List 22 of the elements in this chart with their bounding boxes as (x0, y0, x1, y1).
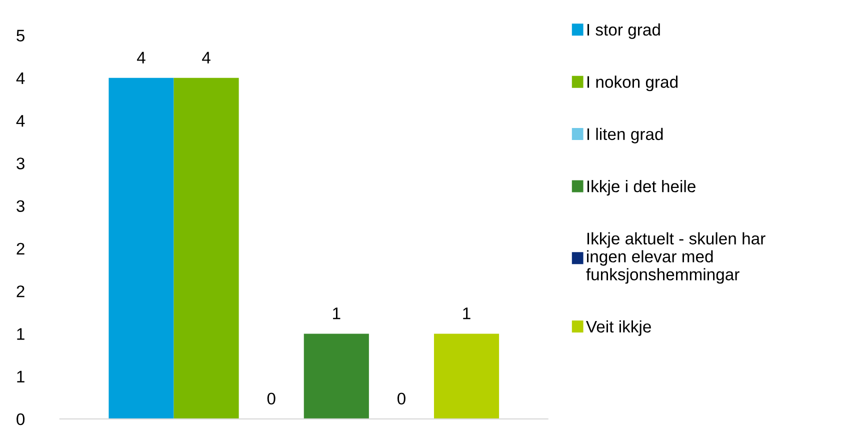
y-tick-label: 3 (16, 158, 24, 170)
data-label: 1 (333, 308, 340, 320)
y-tick-label: 1 (17, 370, 24, 382)
y-tick-label: 2 (16, 242, 24, 254)
legend-label: Ikkje aktuelt - skulen har ingen elevar med funksjonshemmingar (586, 232, 766, 284)
y-tick-label: 2 (16, 285, 24, 298)
legend-label: Veit ikkje (586, 320, 651, 336)
y-tick-label: 1 (17, 328, 24, 340)
legend-label: I nokon grad (587, 76, 678, 92)
y-tick-label: 4 (16, 115, 25, 127)
y-tick-label: 4 (16, 72, 25, 84)
y-tick-label: 5 (16, 30, 24, 42)
data-label: 0 (397, 392, 406, 405)
legend-label: I liten grad (587, 128, 663, 144)
y-tick-label: 0 (16, 413, 25, 426)
legend-label: Ikkje i det heile (587, 180, 696, 196)
y-tick-label: 3 (16, 200, 24, 212)
data-label: 4 (202, 52, 210, 64)
data-label: 1 (463, 308, 470, 320)
data-label: 4 (136, 52, 146, 64)
legend-label: I stor grad (587, 23, 660, 39)
data-label: 0 (267, 392, 276, 405)
